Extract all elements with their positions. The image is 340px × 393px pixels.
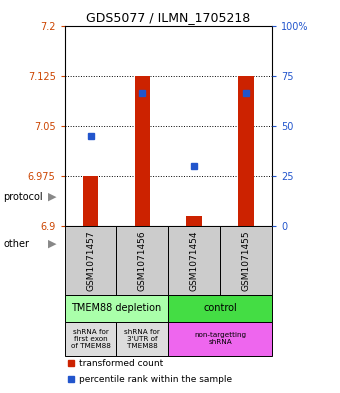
Bar (65, 295, 168, 322)
Text: GSM1071456: GSM1071456 (138, 231, 147, 291)
Text: control: control (203, 303, 237, 314)
Text: non-targetting
shRNA: non-targetting shRNA (194, 332, 246, 345)
Bar (116, 322, 168, 356)
Text: TMEM88 depletion: TMEM88 depletion (71, 303, 162, 314)
Bar (168, 295, 272, 322)
Bar (168, 322, 272, 356)
Title: GDS5077 / ILMN_1705218: GDS5077 / ILMN_1705218 (86, 11, 251, 24)
Bar (116, 226, 168, 295)
Bar (83, 176, 98, 226)
Text: GSM1071454: GSM1071454 (190, 231, 199, 291)
Text: percentile rank within the sample: percentile rank within the sample (79, 375, 232, 384)
Bar (186, 217, 202, 226)
Bar (238, 76, 254, 226)
Bar (168, 226, 220, 295)
Text: shRNA for
3'UTR of
TMEM88: shRNA for 3'UTR of TMEM88 (124, 329, 160, 349)
Text: GSM1071457: GSM1071457 (86, 231, 95, 291)
Bar (220, 226, 272, 295)
Text: ▶: ▶ (49, 191, 57, 202)
Text: transformed count: transformed count (79, 359, 163, 368)
Text: protocol: protocol (3, 191, 43, 202)
Text: other: other (3, 239, 29, 249)
Bar (65, 226, 116, 295)
Text: ▶: ▶ (49, 239, 57, 249)
Text: shRNA for
first exon
of TMEM88: shRNA for first exon of TMEM88 (71, 329, 110, 349)
Text: GSM1071455: GSM1071455 (242, 231, 251, 291)
Bar (135, 76, 150, 226)
Bar (65, 322, 116, 356)
